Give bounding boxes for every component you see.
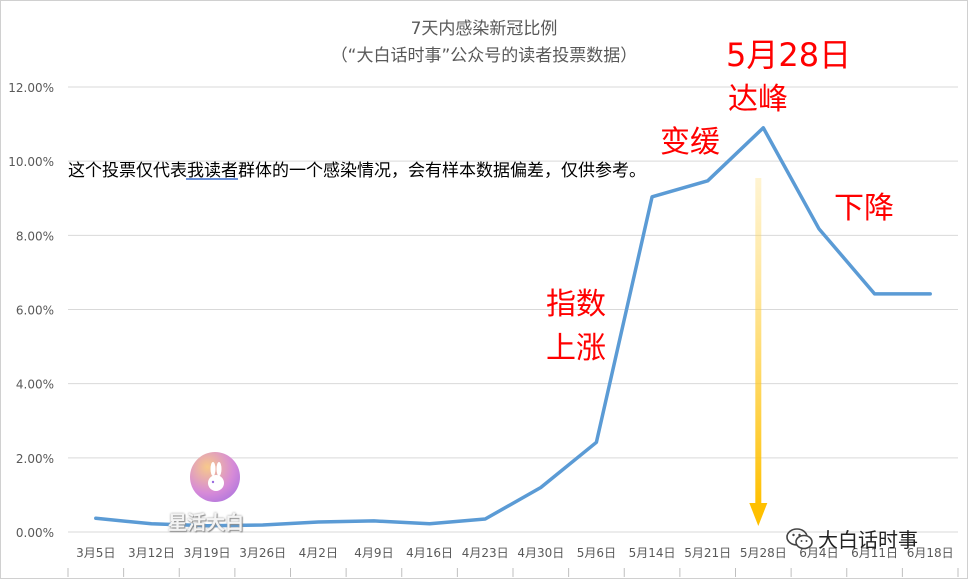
x-tick-label: 4月23日 <box>462 546 509 560</box>
annotation-peak: 达峰 <box>728 82 788 117</box>
y-tick-label: 2.00% <box>16 452 54 466</box>
annotation-decline: 下降 <box>834 191 894 226</box>
x-tick-label: 6月11日 <box>851 546 898 560</box>
x-tick-label: 6月4日 <box>799 546 838 560</box>
y-tick-label: 0.00% <box>16 526 54 540</box>
x-tick-label: 5月14日 <box>629 546 676 560</box>
annotation-peak-date: 5月28日 <box>726 36 852 74</box>
x-tick-label: 6月18日 <box>907 546 954 560</box>
y-tick-label: 12.00% <box>8 81 54 95</box>
x-tick-label: 5月6日 <box>577 546 616 560</box>
peak-arrow <box>755 178 762 505</box>
x-tick-label: 3月5日 <box>76 546 115 560</box>
note-text: 这个投票仅代表我读者群体的一个感染情况，会有样本数据偏差，仅供参考。 <box>68 161 646 181</box>
x-tick-label: 3月12日 <box>128 546 175 560</box>
x-tick-label: 3月26日 <box>239 546 286 560</box>
x-tick-label: 5月21日 <box>684 546 731 560</box>
x-tick-label: 5月28日 <box>740 546 787 560</box>
series-line <box>94 126 932 528</box>
chart-subtitle: （“大白话时事”公众号的读者投票数据） <box>330 46 638 66</box>
x-tick-label: 4月9日 <box>354 546 393 560</box>
x-tick-label: 4月16日 <box>406 546 453 560</box>
y-tick-label: 6.00% <box>16 304 54 318</box>
peak-arrowhead <box>749 503 768 526</box>
annotation-rise-2: 上涨 <box>546 331 606 366</box>
chart-title: 7天内感染新冠比例 <box>410 19 558 39</box>
watermark-text: 大白话时事 <box>818 528 918 552</box>
annotation-rise-1: 指数 <box>546 287 606 322</box>
x-tick-label: 4月30日 <box>517 546 564 560</box>
x-tick-label: 4月2日 <box>299 546 338 560</box>
spellcheck-underline <box>186 178 238 180</box>
annotation-slow: 变缓 <box>660 125 720 160</box>
wechat-icon <box>786 528 813 550</box>
rabbit-icon <box>208 462 224 491</box>
x-tick-label: 3月19日 <box>184 546 231 560</box>
logo-text: 星活大白 <box>168 512 245 534</box>
y-tick-label: 10.00% <box>8 155 54 169</box>
y-tick-label: 8.00% <box>16 229 54 243</box>
y-tick-label: 4.00% <box>16 378 54 392</box>
